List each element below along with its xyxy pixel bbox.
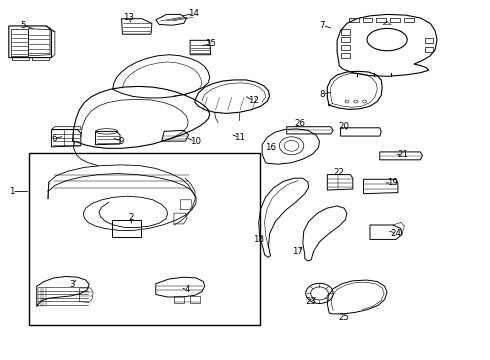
Text: 19: 19 xyxy=(387,178,397,187)
Text: 23: 23 xyxy=(306,297,317,306)
Bar xyxy=(349,18,359,22)
Bar xyxy=(29,153,260,325)
Bar xyxy=(404,18,414,22)
Text: 15: 15 xyxy=(205,40,216,49)
Bar xyxy=(363,18,372,22)
Text: 6: 6 xyxy=(51,134,57,143)
Bar xyxy=(376,18,386,22)
Text: 7: 7 xyxy=(319,21,325,30)
Bar xyxy=(341,29,350,35)
Text: 20: 20 xyxy=(339,122,349,131)
Bar xyxy=(390,18,400,22)
Text: 5: 5 xyxy=(21,21,26,30)
Text: 1: 1 xyxy=(9,187,15,196)
Text: 18: 18 xyxy=(253,235,264,244)
Text: 25: 25 xyxy=(339,313,349,322)
Text: 11: 11 xyxy=(234,133,245,142)
Bar xyxy=(341,45,350,50)
Text: 12: 12 xyxy=(248,96,259,105)
Text: 26: 26 xyxy=(294,118,305,127)
Text: 22: 22 xyxy=(334,167,344,176)
Bar xyxy=(341,53,350,58)
Text: 9: 9 xyxy=(119,136,124,145)
Text: 3: 3 xyxy=(70,280,75,289)
Bar xyxy=(425,47,433,52)
Bar xyxy=(341,37,350,42)
Text: 17: 17 xyxy=(293,247,303,256)
Bar xyxy=(425,38,433,43)
Text: 24: 24 xyxy=(391,229,401,238)
Text: 21: 21 xyxy=(397,150,408,159)
Text: 13: 13 xyxy=(123,13,134,22)
Text: 2: 2 xyxy=(128,213,134,222)
Text: 10: 10 xyxy=(190,136,200,145)
Text: 8: 8 xyxy=(319,90,325,99)
Text: 4: 4 xyxy=(184,285,190,294)
Text: 16: 16 xyxy=(265,143,276,152)
Text: 14: 14 xyxy=(188,9,199,18)
